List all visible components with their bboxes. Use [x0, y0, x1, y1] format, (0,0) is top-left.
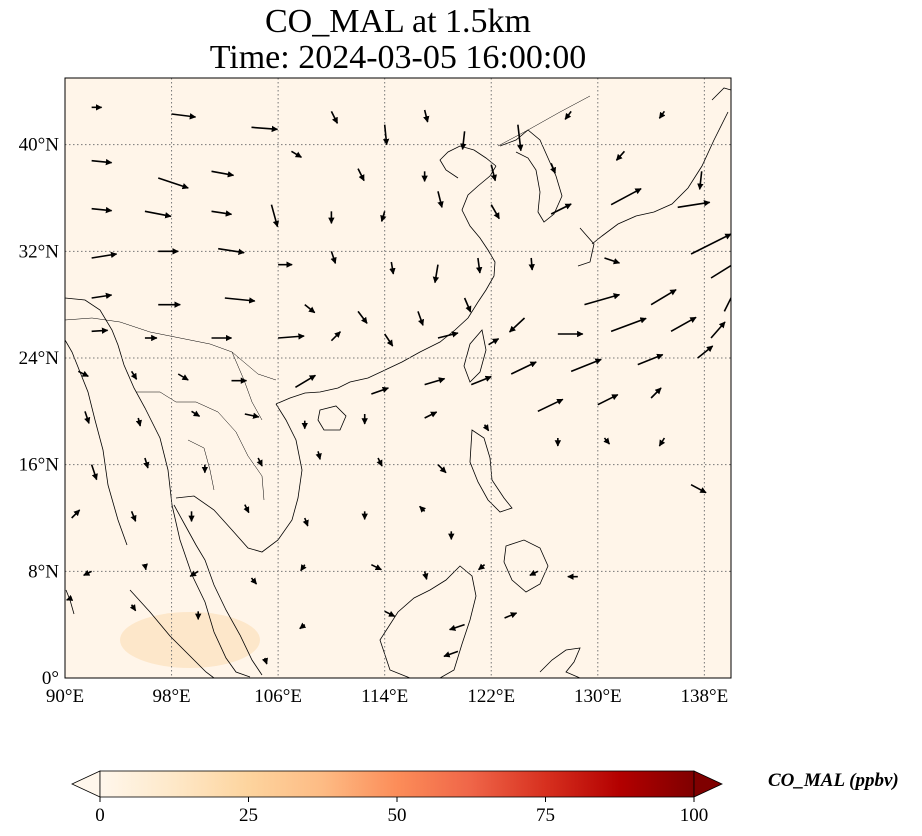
colorbar-tick-label: 25: [239, 805, 258, 826]
lon-tick-label: 138°E: [681, 686, 729, 707]
wind-arrow: [145, 565, 146, 570]
colorbar-extend-high: [694, 771, 722, 797]
lat-tick-label: 24°N: [19, 348, 60, 369]
lon-tick-label: 114°E: [361, 686, 408, 707]
lat-tick-label: 40°N: [19, 135, 60, 156]
lat-tick-label: 16°N: [19, 455, 60, 476]
wind-arrow: [531, 258, 532, 270]
colorbar-tick-label: 75: [536, 805, 555, 826]
map-background: [65, 78, 731, 678]
wind-arrow: [92, 330, 108, 331]
colorbar-extend-low: [72, 771, 100, 797]
lon-tick-label: 122°E: [467, 686, 515, 707]
co-concentration-patch: [120, 612, 260, 668]
colorbar-tick-label: 50: [388, 805, 407, 826]
lon-tick-label: 98°E: [152, 686, 190, 707]
lon-tick-label: 130°E: [574, 686, 622, 707]
colorbar-tick-label: 100: [680, 805, 709, 826]
colorbar-ticks: 0 25 50 75 100: [95, 797, 708, 826]
lat-tick-label: 0°: [42, 668, 59, 689]
lon-tick-label: 90°E: [46, 686, 84, 707]
colorbar-label: CO_MAL (ppbv): [768, 770, 899, 792]
colorbar-gradient: [100, 771, 694, 797]
lat-tick-label: 32°N: [19, 241, 60, 262]
colorbar-tick-label: 0: [95, 805, 105, 826]
lat-tick-label: 8°N: [28, 561, 59, 582]
lon-tick-label: 106°E: [254, 686, 302, 707]
colorbar: 0 25 50 75 100: [72, 771, 722, 826]
